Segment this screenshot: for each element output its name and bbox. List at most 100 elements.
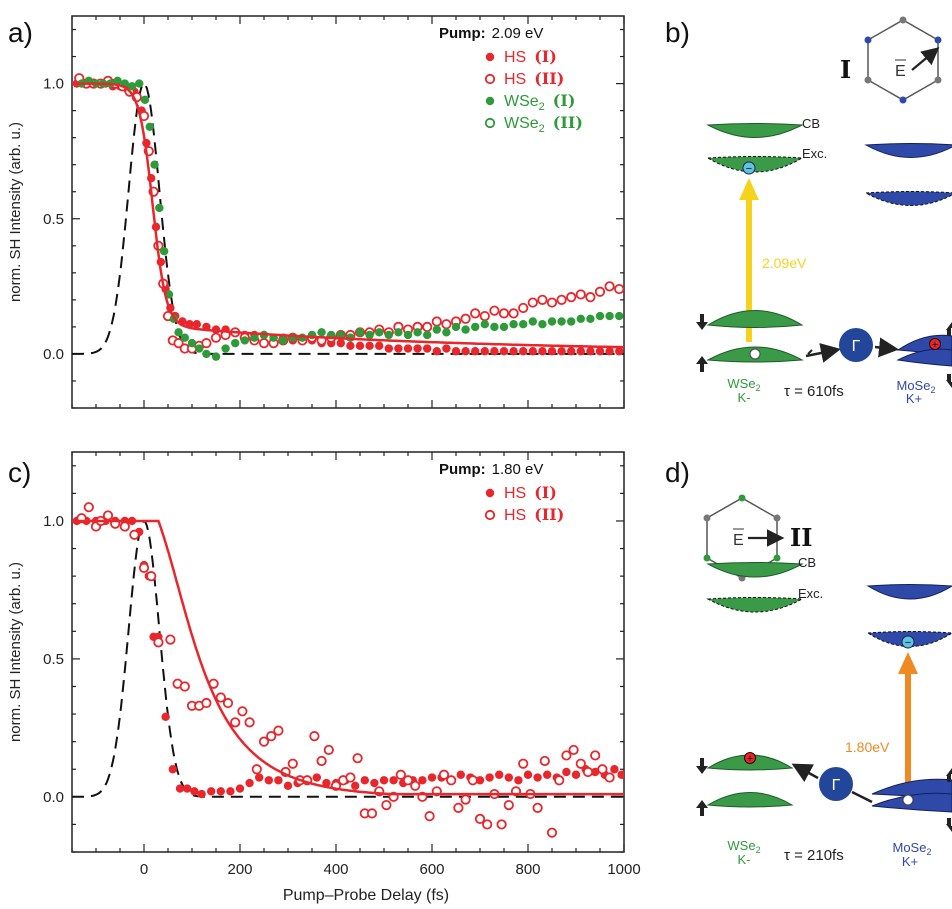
- data-point: [590, 750, 601, 761]
- legend-name: HS: [504, 485, 526, 502]
- data-point: [566, 292, 577, 303]
- data-point: [432, 325, 441, 334]
- cb-label: CB: [798, 555, 816, 570]
- data-point: [615, 347, 624, 356]
- wse2-vb-upper-band: [706, 310, 804, 328]
- data-point: [264, 776, 273, 785]
- data-point: [355, 328, 365, 337]
- data-point: [266, 731, 277, 742]
- transfer-arrow-right: [874, 337, 899, 358]
- data-point: [403, 344, 413, 353]
- data-point: [528, 347, 537, 356]
- legend-name: WSe: [504, 93, 539, 110]
- data-point: [490, 322, 499, 332]
- right-valley-label: K+: [906, 391, 922, 406]
- schematic-b: I E CB Exc. − 2.09eV: [696, 16, 952, 406]
- data-point: [533, 773, 542, 782]
- e-field-label: E: [895, 63, 906, 80]
- data-point: [614, 283, 624, 295]
- orientation-label: I: [840, 55, 851, 84]
- right-material-label: MoSe2: [893, 840, 932, 857]
- data-point: [460, 313, 471, 324]
- orientation-label: II: [790, 523, 812, 552]
- data-point: [197, 789, 206, 799]
- data-point: [379, 776, 389, 785]
- legend-marker: [484, 509, 496, 521]
- data-point: [451, 347, 461, 356]
- spin-down-icon: [696, 314, 708, 330]
- data-point: [576, 314, 585, 323]
- data-point: [403, 330, 413, 340]
- data-point: [557, 347, 566, 356]
- data-point: [216, 787, 225, 796]
- data-point: [567, 347, 576, 356]
- pump-label: Pump: 1.80 eV: [439, 461, 543, 478]
- data-point: [258, 736, 270, 747]
- pump-transition-arrowhead: [739, 178, 759, 200]
- chart-c: 0 200 400 600 800 1000 0.0 0.5 1.0 norm. SH Inten…: [7, 451, 641, 878]
- legend-label: HS (II): [504, 69, 564, 88]
- data-point: [210, 332, 222, 343]
- data-point: [605, 311, 614, 321]
- data-point: [195, 344, 204, 353]
- data-point: [244, 717, 255, 728]
- data-point: [410, 780, 421, 791]
- data-point: [528, 317, 537, 326]
- data-point: [597, 764, 608, 775]
- data-point: [168, 765, 177, 774]
- panel-letter-d: d): [665, 457, 690, 488]
- data-point: [610, 765, 619, 774]
- wse2-exciton-band: [706, 597, 804, 613]
- data-point: [251, 764, 262, 775]
- legend-subscript: 2: [539, 101, 545, 113]
- data-point: [317, 328, 326, 337]
- data-point: [258, 338, 270, 349]
- transfer-path: [807, 349, 813, 355]
- data-point: [250, 333, 259, 342]
- data-point: [190, 787, 199, 796]
- fit-line: [72, 82, 624, 349]
- hole-sign: +: [932, 339, 938, 351]
- right-material-label: MoSe2: [897, 378, 936, 395]
- data-point: [237, 706, 248, 717]
- data-point: [83, 502, 94, 513]
- legend-label: HS (II): [504, 505, 564, 524]
- e-field-label: E: [733, 532, 744, 549]
- transition-energy-label: 2.09eV: [762, 255, 807, 271]
- gamma-label: Γ: [832, 777, 841, 794]
- data-point: [480, 347, 489, 356]
- plot-area: [72, 502, 624, 838]
- data-point: [173, 338, 184, 349]
- transfer-arrow-left: [805, 343, 841, 363]
- data-point: [346, 341, 355, 351]
- legend-tag: (II): [534, 505, 564, 524]
- data-point: [274, 776, 283, 785]
- data-point: [591, 767, 600, 777]
- data-point: [187, 338, 197, 348]
- data-point: [442, 328, 451, 337]
- spin-down-right-icon: [946, 374, 952, 388]
- y-tick-label: 1.0: [43, 513, 64, 530]
- data-point: [150, 160, 159, 169]
- spin-up-icon: [696, 800, 708, 816]
- data-point: [202, 349, 211, 359]
- plot-frame: [71, 15, 625, 409]
- data-point: [582, 766, 594, 778]
- legend-name: HS: [504, 71, 526, 88]
- y-tick-label: 0.5: [43, 211, 64, 228]
- left-material-label: WSe2: [727, 376, 760, 393]
- legend-tag: (I): [534, 483, 557, 502]
- hole-plus-icon: [744, 752, 756, 764]
- y-tick-label: 0.0: [43, 346, 64, 363]
- data-point: [113, 76, 122, 86]
- lattice-atom: [738, 494, 746, 502]
- data-point: [240, 336, 249, 345]
- wse2-vb-lower-band: [706, 792, 794, 808]
- data-point: [438, 769, 450, 780]
- data-point: [474, 813, 486, 824]
- data-point: [336, 338, 345, 348]
- data-point: [375, 341, 384, 351]
- data-point: [345, 772, 356, 783]
- data-point: [180, 333, 189, 342]
- data-point: [207, 787, 216, 796]
